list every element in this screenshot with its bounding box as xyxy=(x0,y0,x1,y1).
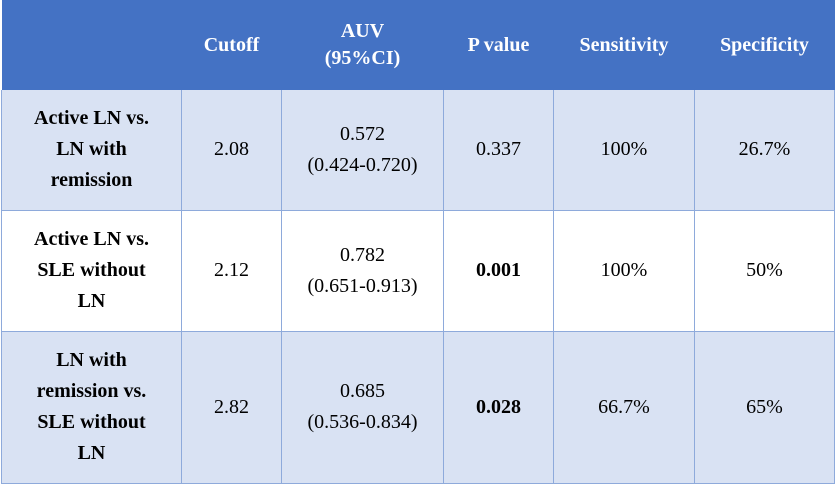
table-row: LN with remission vs. SLE without LN 2.8… xyxy=(1,331,835,484)
p-value-cell: 0.337 xyxy=(443,90,554,211)
auv-ci: (0.424-0.720) xyxy=(307,153,418,176)
table-row: Active LN vs. SLE without LN 2.12 0.782 … xyxy=(1,210,835,332)
auv-ci: (0.536-0.834) xyxy=(307,411,418,433)
auv-cell: 0.685 (0.536-0.834) xyxy=(281,331,444,484)
cutoff-cell: 2.82 xyxy=(181,331,282,484)
auv-cell: 0.572 (0.424-0.720) xyxy=(281,90,444,211)
cutoff-cell: 2.08 xyxy=(181,90,282,211)
row-label-line: LN with xyxy=(56,138,127,161)
header-auv-line1: AUV xyxy=(340,20,385,42)
row-label-line: SLE without xyxy=(37,259,146,281)
row-label-line: LN xyxy=(77,442,106,464)
cutoff-cell: 2.12 xyxy=(181,210,282,332)
row-label-line: Active LN vs. xyxy=(34,228,149,250)
row-label: Active LN vs. LN with remission xyxy=(1,90,182,211)
row-label-line: SLE without xyxy=(37,411,146,433)
row-label-line: LN with xyxy=(56,349,127,371)
specificity-cell: 65% xyxy=(694,331,835,484)
table-row: Active LN vs. LN with remission 2.08 0.5… xyxy=(1,90,835,211)
sensitivity-cell: 100% xyxy=(553,210,695,332)
row-label-line: Active LN vs. xyxy=(34,107,149,130)
sensitivity-cell: 66.7% xyxy=(553,331,695,484)
auv-value: 0.782 xyxy=(340,243,385,266)
p-value-cell: 0.001 xyxy=(443,210,554,332)
header-row: Cutoff AUV (95%CI) P value Sensitivity S… xyxy=(1,0,835,90)
row-label-line: remission xyxy=(50,169,133,192)
header-auv-line2: (95%CI) xyxy=(324,47,401,69)
auv-ci: (0.651-0.913) xyxy=(307,274,418,297)
row-label: Active LN vs. SLE without LN xyxy=(1,210,182,332)
header-empty xyxy=(1,0,182,90)
header-p-value: P value xyxy=(443,0,554,90)
header-cutoff: Cutoff xyxy=(181,0,282,90)
auv-value: 0.685 xyxy=(340,380,385,402)
specificity-cell: 50% xyxy=(694,210,835,332)
specificity-cell: 26.7% xyxy=(694,90,835,211)
auv-cell: 0.782 (0.651-0.913) xyxy=(281,210,444,332)
auv-value: 0.572 xyxy=(340,122,385,145)
p-value-cell: 0.028 xyxy=(443,331,554,484)
row-label: LN with remission vs. SLE without LN xyxy=(1,331,182,484)
row-label-line: remission vs. xyxy=(36,380,147,402)
header-auv: AUV (95%CI) xyxy=(281,0,444,90)
header-sensitivity: Sensitivity xyxy=(553,0,695,90)
header-specificity: Specificity xyxy=(694,0,835,90)
row-label-line: LN xyxy=(77,290,106,312)
sensitivity-cell: 100% xyxy=(553,90,695,211)
